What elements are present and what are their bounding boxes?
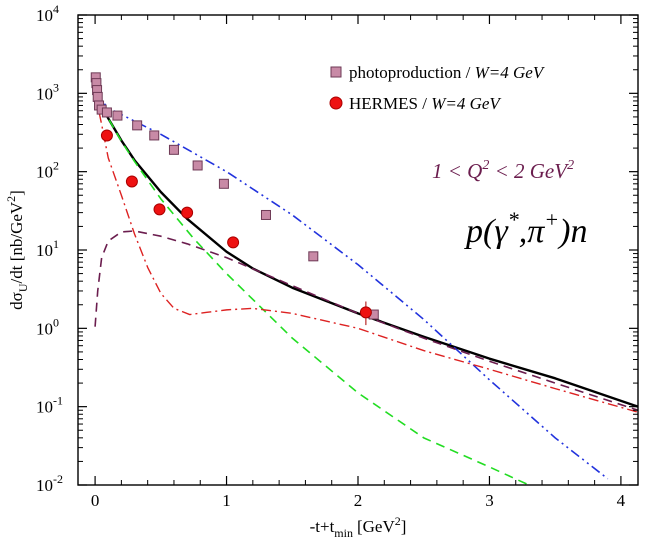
photoproduction-point <box>192 160 203 171</box>
hermes-point <box>125 175 138 188</box>
plot-frame <box>77 14 639 486</box>
theory-curve-4 <box>94 92 609 480</box>
y-axis-label: dσU/dt [nb/GeV2] <box>4 190 30 310</box>
photoproduction-point <box>308 251 319 262</box>
y-tick-label: 10-2 <box>36 472 63 495</box>
x-tick-label: 3 <box>485 491 494 510</box>
legend-marker-photoproduction <box>330 66 342 78</box>
photoproduction-point <box>149 130 160 141</box>
photoproduction-point <box>168 144 179 155</box>
legend-label-photoproduction: photoproduction / W=4 GeV <box>349 63 546 82</box>
theory-curve-5 <box>94 93 638 413</box>
photoproduction-point <box>112 110 123 121</box>
photoproduction-point <box>218 178 229 189</box>
y-tick-label: 101 <box>36 237 59 260</box>
hermes-point <box>227 236 240 249</box>
theory-curve-3 <box>94 92 530 485</box>
theory-curve-6 <box>94 230 638 412</box>
hermes-point <box>181 206 194 219</box>
hermes-point <box>100 129 113 142</box>
legend: photoproduction / W=4 GeV HERMES / W=4 G… <box>329 63 546 113</box>
x-axis-label: -t+tmin [GeV2] <box>310 514 407 540</box>
x-tick-label: 0 <box>91 491 100 510</box>
axes-layer: 0 1 2 3 4 10-2 10-1 100 101 102 103 104 <box>36 2 638 510</box>
reaction-annotation: p(γ*,π+)n <box>464 207 587 250</box>
y-tick-label: 10-1 <box>36 394 63 417</box>
y-tick-label: 102 <box>36 159 59 182</box>
series-layer <box>90 72 638 485</box>
hermes-point <box>359 306 372 319</box>
legend-marker-hermes <box>329 96 343 110</box>
x-tick-label: 1 <box>222 491 231 510</box>
x-tick-label: 4 <box>617 491 626 510</box>
y-tick-label: 103 <box>36 80 59 103</box>
theory-curve-2 <box>94 92 638 408</box>
photoproduction-point <box>260 209 271 220</box>
photoproduction-point <box>132 120 143 131</box>
photoproduction-point <box>101 107 112 118</box>
y-tick-label: 100 <box>36 315 59 338</box>
photoproduction-point <box>92 91 103 102</box>
legend-label-hermes: HERMES / W=4 GeV <box>349 94 502 113</box>
x-tick-label: 2 <box>354 491 363 510</box>
y-tick-label: 104 <box>36 2 59 25</box>
q2-range-annotation: 1 < Q2 < 2 GeV2 <box>432 158 574 183</box>
hermes-point <box>153 203 166 216</box>
